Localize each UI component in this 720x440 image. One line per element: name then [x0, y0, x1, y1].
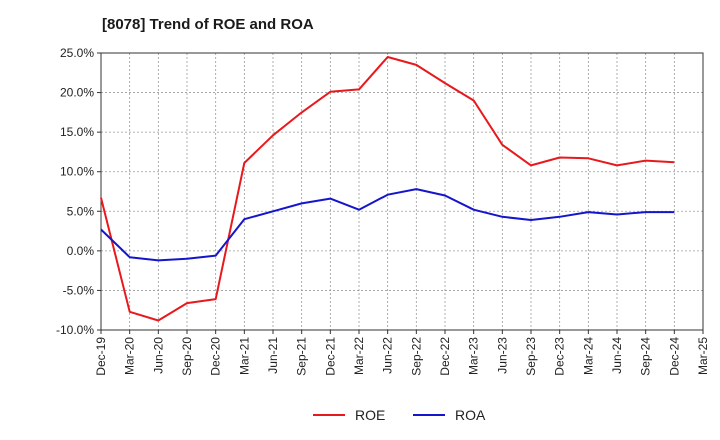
y-tick-label: -10.0%: [56, 323, 94, 337]
x-tick-label: Mar-20: [123, 337, 137, 375]
x-tick-label: Mar-22: [352, 337, 366, 375]
x-tick-label: Jun-21: [266, 337, 280, 374]
y-tick-label: -5.0%: [63, 283, 95, 297]
y-tick-label: 0.0%: [67, 244, 95, 258]
x-tick-label: Dec-22: [438, 337, 452, 376]
x-tick-label: Mar-24: [581, 337, 595, 375]
y-tick-label: 15.0%: [60, 125, 94, 139]
x-tick-label: Sep-24: [639, 337, 653, 376]
x-tick-label: Mar-23: [467, 337, 481, 375]
y-tick-label: 10.0%: [60, 165, 94, 179]
y-tick-label: 25.0%: [60, 46, 94, 60]
y-tick-label: 5.0%: [67, 204, 95, 218]
x-tick-label: Sep-21: [295, 337, 309, 376]
x-axis-ticks: Dec-19 Mar-20 Jun-20 Sep-20 Dec-20 Mar-21 Jun-…: [94, 330, 710, 376]
x-tick-label: Dec-20: [209, 337, 223, 376]
x-tick-label: Sep-20: [180, 337, 194, 376]
series-lines: [100, 56, 675, 322]
legend: ROE ROA: [313, 407, 486, 423]
x-tick-label: Jun-24: [610, 337, 624, 374]
series-line-roa: [100, 188, 675, 262]
series-line-roe: [100, 56, 675, 322]
x-tick-label: Mar-21: [237, 337, 251, 375]
plot-border: [100, 52, 704, 331]
x-tick-label: Jun-20: [151, 337, 165, 374]
x-tick-label: Dec-23: [553, 337, 567, 376]
grid-lines: [101, 53, 703, 330]
x-tick-label: Dec-21: [323, 337, 337, 376]
x-tick-label: Dec-19: [94, 337, 108, 376]
chart-title: [8078] Trend of ROE and ROA: [102, 16, 314, 33]
plot-frame: [100, 52, 704, 331]
x-tick-label: Sep-22: [409, 337, 423, 376]
x-tick-label: Jun-23: [495, 337, 509, 374]
legend-label-roe: ROE: [355, 407, 385, 423]
x-tick-label: Dec-24: [667, 337, 681, 376]
y-tick-label: 20.0%: [60, 86, 94, 100]
x-tick-label: Sep-23: [524, 337, 538, 376]
x-tick-label: Jun-22: [381, 337, 395, 374]
y-axis-ticks: 25.0% 20.0% 15.0% 10.0% 5.0% 0.0% -5.0% -10.0%: [56, 46, 101, 337]
x-tick-label: Mar-25: [696, 337, 710, 375]
legend-label-roa: ROA: [455, 407, 486, 423]
